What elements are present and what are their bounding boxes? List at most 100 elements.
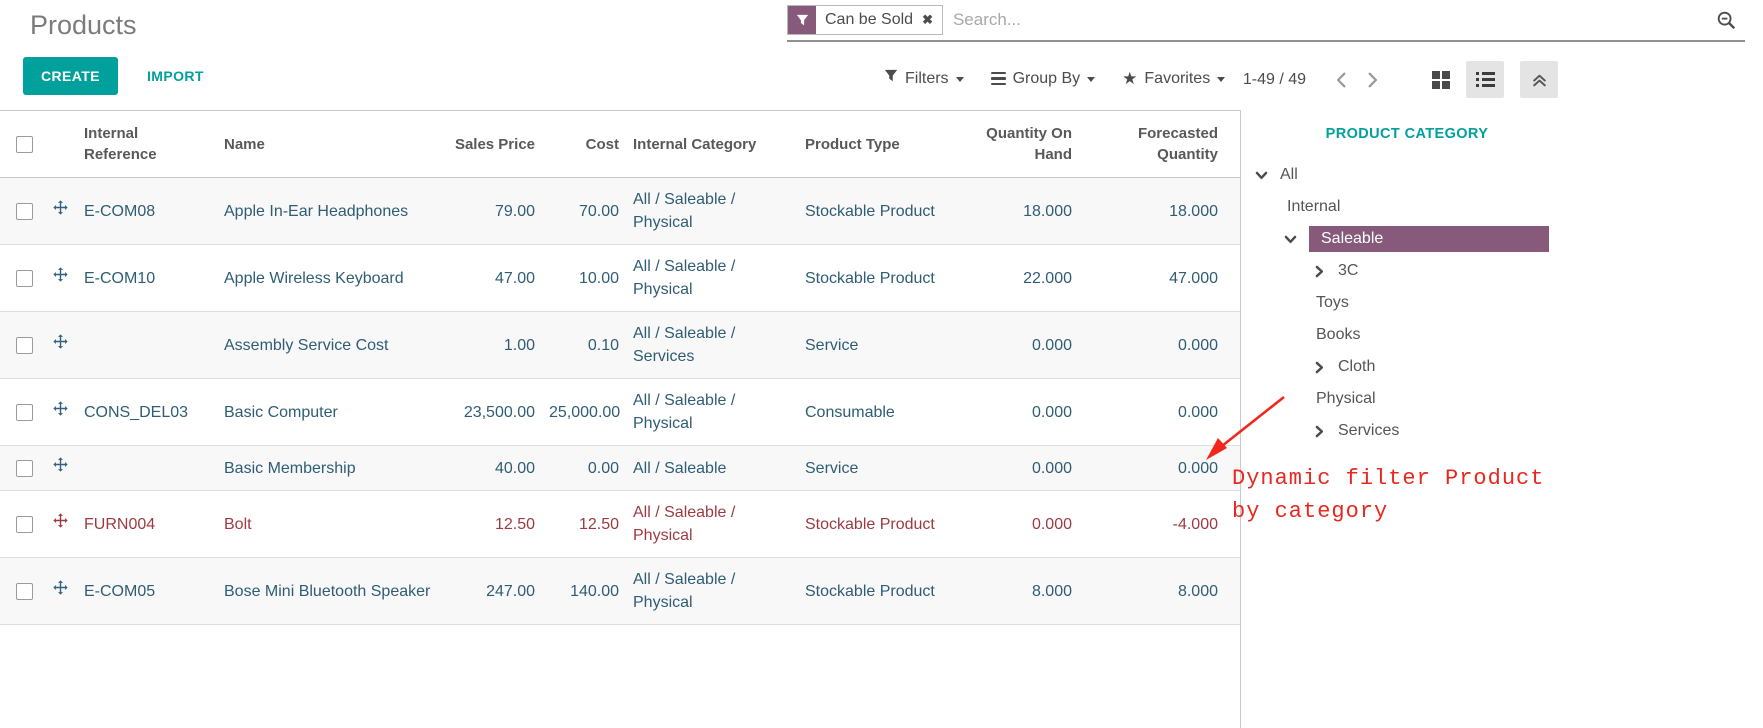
product-list-view: Internal Reference Name Sales Price Cost… <box>0 110 1240 728</box>
drag-handle-icon[interactable] <box>52 579 69 596</box>
row-checkbox-cell <box>0 491 44 558</box>
cell-name: Apple Wireless Keyboard <box>224 269 404 287</box>
search-input[interactable] <box>942 10 1715 30</box>
tree-item-label: Services <box>1338 422 1400 439</box>
chevron-right-icon[interactable] <box>1313 425 1327 438</box>
cell-quantity-on-hand: 0.000 <box>1031 515 1072 533</box>
list-icon <box>1475 72 1495 87</box>
cell-quantity-on-hand: 0.000 <box>1031 403 1072 421</box>
category-tree-item[interactable]: All <box>1241 159 1573 191</box>
kanban-view-button[interactable] <box>1422 61 1460 98</box>
tree-item-label: All <box>1280 166 1298 183</box>
group-by-dropdown[interactable]: Group By <box>990 70 1096 88</box>
row-checkbox[interactable] <box>16 459 33 477</box>
cell-sales-price: 12.50 <box>494 515 535 533</box>
product-table-body: E-COM08 Apple In-Ear Headphones 79.00 70… <box>0 177 1240 625</box>
tree-item-label: Cloth <box>1338 358 1376 375</box>
search-bar[interactable]: Can be Sold ✖ <box>787 5 1745 42</box>
column-header-internal-category[interactable]: Internal Category <box>633 135 757 153</box>
chevron-right-icon[interactable] <box>1313 361 1327 374</box>
category-tree-item[interactable]: Books <box>1241 319 1573 351</box>
cell-product-type: Stockable Product <box>805 269 935 287</box>
tree-item-label: Toys <box>1316 294 1349 311</box>
search-facet[interactable]: Can be Sold ✖ <box>787 5 943 35</box>
drag-handle-icon[interactable] <box>52 400 69 417</box>
table-row[interactable]: FURN004 Bolt 12.50 12.50 All / Saleable … <box>0 491 1240 558</box>
category-tree-item[interactable]: 3C <box>1241 255 1573 287</box>
drag-handle-icon[interactable] <box>52 333 69 350</box>
row-checkbox[interactable] <box>16 202 33 220</box>
select-all-checkbox[interactable] <box>16 135 33 153</box>
table-row[interactable]: E-COM08 Apple In-Ear Headphones 79.00 70… <box>0 177 1240 245</box>
collapse-panel-button[interactable] <box>1520 61 1558 98</box>
category-tree: All Internal Saleable 3C Toys Books Clot… <box>1241 159 1573 447</box>
cell-cost: 70.00 <box>578 202 619 220</box>
cell-quantity-on-hand: 0.000 <box>1031 459 1072 477</box>
chevron-down-icon[interactable] <box>1255 169 1269 182</box>
drag-handle-icon[interactable] <box>52 512 69 529</box>
row-checkbox[interactable] <box>16 336 33 354</box>
column-header-sales-price[interactable]: Sales Price <box>454 135 535 153</box>
category-tree-item[interactable]: Services <box>1241 415 1573 447</box>
star-icon: ★ <box>1122 69 1138 88</box>
cell-internal-reference: E-COM05 <box>84 582 156 600</box>
chevron-down-icon[interactable] <box>1284 233 1298 246</box>
pager-next-button[interactable] <box>1357 64 1388 96</box>
row-checkbox[interactable] <box>16 582 33 600</box>
column-header-quantity-on-hand[interactable]: Quantity On Hand <box>986 125 1072 163</box>
row-checkbox[interactable] <box>16 269 33 287</box>
view-switcher <box>1422 61 1504 98</box>
facet-remove-icon[interactable]: ✖ <box>922 12 933 27</box>
column-header-cost[interactable]: Cost <box>585 135 619 153</box>
search-options: Filters Group By ★ Favorites <box>884 69 1226 88</box>
cell-internal-category: All / Saleable / Physical <box>633 392 736 432</box>
table-row[interactable]: E-COM05 Bose Mini Bluetooth Speaker 247.… <box>0 557 1240 625</box>
cell-internal-category: All / Saleable / Physical <box>633 191 736 231</box>
chevron-right-icon[interactable] <box>1313 265 1327 278</box>
drag-column-header <box>44 111 76 178</box>
column-header-forecasted-quantity[interactable]: Forecasted Quantity <box>1137 125 1218 163</box>
cell-internal-reference: E-COM08 <box>84 202 156 220</box>
filters-dropdown[interactable]: Filters <box>884 69 964 88</box>
page-title: Products <box>30 10 137 40</box>
drag-handle-icon[interactable] <box>52 456 69 473</box>
tree-item-label: Physical <box>1316 390 1376 407</box>
cell-quantity-on-hand: 18.000 <box>1023 202 1072 220</box>
table-row[interactable]: E-COM10 Apple Wireless Keyboard 47.00 10… <box>0 245 1240 312</box>
category-tree-item[interactable]: Saleable <box>1241 223 1573 255</box>
drag-handle-icon[interactable] <box>52 199 69 216</box>
annotation-line-1: Dynamic filter Product <box>1232 466 1545 491</box>
cell-internal-reference: FURN004 <box>84 515 156 533</box>
cell-sales-price: 247.00 <box>486 582 535 600</box>
table-row[interactable]: Basic Membership 40.00 0.00 All / Saleab… <box>0 445 1240 491</box>
search-magnifier-icon[interactable] <box>1715 9 1737 31</box>
row-checkbox-cell <box>0 178 44 245</box>
drag-handle-icon[interactable] <box>52 266 69 283</box>
row-checkbox-cell <box>0 558 44 625</box>
facet-label: Can be Sold <box>825 11 914 28</box>
column-header-internal-reference[interactable]: Internal Reference <box>84 125 157 163</box>
cell-product-type: Consumable <box>805 403 895 421</box>
category-tree-item[interactable]: Toys <box>1241 287 1573 319</box>
column-header-name[interactable]: Name <box>224 135 265 153</box>
row-drag-cell <box>44 491 76 558</box>
category-tree-item[interactable]: Cloth <box>1241 351 1573 383</box>
column-header-product-type[interactable]: Product Type <box>805 135 900 153</box>
kanban-grid-icon <box>1432 70 1450 89</box>
row-checkbox[interactable] <box>16 403 33 421</box>
create-button[interactable]: CREATE <box>23 57 118 95</box>
table-header-row: Internal Reference Name Sales Price Cost… <box>0 110 1240 178</box>
row-checkbox[interactable] <box>16 515 33 533</box>
annotation-text: Dynamic filter Product by category <box>1232 462 1544 528</box>
list-view-button[interactable] <box>1466 61 1504 98</box>
import-button[interactable]: IMPORT <box>137 57 214 95</box>
category-tree-item[interactable]: Physical <box>1241 383 1573 415</box>
table-row[interactable]: CONS_DEL03 Basic Computer 23,500.00 25,0… <box>0 379 1240 446</box>
cell-sales-price: 47.00 <box>494 269 535 287</box>
table-row[interactable]: Assembly Service Cost 1.00 0.10 All / Sa… <box>0 311 1240 379</box>
favorites-dropdown[interactable]: ★ Favorites <box>1122 69 1226 88</box>
pager-prev-button[interactable] <box>1326 64 1357 96</box>
category-tree-item[interactable]: Internal <box>1241 191 1573 223</box>
category-panel: PRODUCT CATEGORY All Internal Saleable 3… <box>1240 110 1763 728</box>
cell-name: Apple In-Ear Headphones <box>224 202 409 220</box>
